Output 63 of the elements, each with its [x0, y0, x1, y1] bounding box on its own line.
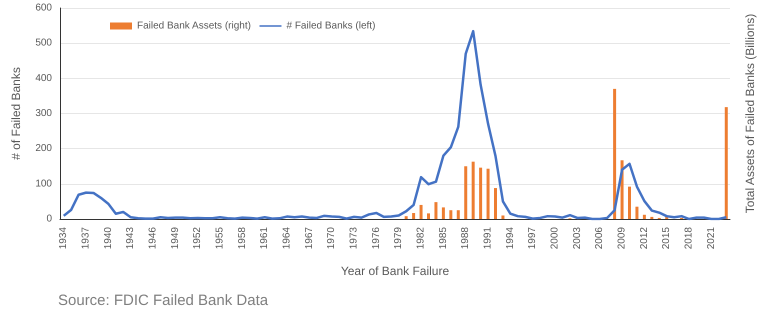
x-tick-label: 1979 — [393, 226, 404, 250]
y-tick-label: 0 — [46, 214, 52, 224]
legend-label: Failed Bank Assets (right) — [137, 20, 251, 32]
x-tick-label: 1985 — [438, 226, 449, 250]
x-tick-label: 1955 — [214, 226, 226, 250]
x-tick-label: 2012 — [638, 226, 650, 250]
x-tick-label: 1934 — [58, 226, 70, 250]
legend-label: # Failed Banks (left) — [286, 20, 376, 32]
bar — [412, 213, 416, 219]
bar — [427, 213, 430, 219]
line-series — [62, 30, 728, 220]
bar — [635, 206, 638, 219]
bar — [628, 186, 631, 219]
bar — [472, 162, 475, 219]
x-tick-label: 1976 — [370, 226, 382, 250]
bar — [456, 210, 460, 219]
x-tick-label: 2000 — [550, 226, 561, 250]
bar — [404, 216, 408, 219]
x-tick-label: 2006 — [594, 226, 606, 250]
bar — [442, 207, 445, 219]
x-tick-label: 1958 — [236, 226, 248, 250]
x-tick-label: 1937 — [80, 226, 92, 250]
x-tick-label: 2003 — [572, 226, 583, 250]
y-tick-label: 400 — [35, 72, 52, 84]
y-tick-label: 300 — [35, 108, 52, 119]
x-tick-label: 1943 — [125, 226, 136, 250]
x-tick-label: 1940 — [102, 226, 114, 250]
x-tick-label: 1994 — [504, 226, 516, 250]
x-tick-label: 1961 — [259, 226, 270, 250]
bar — [464, 166, 468, 219]
bar — [501, 215, 504, 219]
bar — [494, 188, 497, 219]
x-tick-label: 1946 — [148, 226, 159, 250]
x-tick-label: 1964 — [282, 226, 293, 250]
x-tick-label: 2009 — [616, 226, 628, 250]
x-tick-label: 1988 — [460, 226, 472, 250]
bar — [613, 88, 616, 219]
y-axis-title: # of Failed Banks — [9, 67, 23, 160]
bar — [434, 202, 438, 219]
bar — [449, 210, 452, 219]
x-tick-label: 1973 — [348, 226, 360, 250]
bar — [642, 214, 646, 219]
x-tick-label: 2015 — [661, 226, 672, 250]
x-tick-label: 1952 — [192, 226, 204, 250]
bar — [420, 204, 423, 219]
x-tick-label: 1997 — [527, 226, 538, 250]
y-tick-label: 600 — [35, 2, 52, 14]
x-tick-label: 1949 — [170, 226, 181, 250]
y2-axis-title: Total Assets of Failed Banks (Billions) — [743, 14, 757, 214]
source-note: Source: FDIC Failed Bank Data — [58, 292, 268, 309]
x-tick-label: 1991 — [482, 226, 494, 250]
y-tick-label: 100 — [35, 178, 52, 190]
bar — [486, 168, 490, 219]
x-tick-label: 1970 — [326, 226, 338, 250]
x-tick-label: 2021 — [706, 226, 717, 250]
y-tick-label: 500 — [35, 38, 52, 49]
x-tick-label: 2018 — [684, 226, 695, 250]
bar — [724, 107, 728, 219]
bar — [479, 168, 482, 219]
x-axis-title: Year of Bank Failure — [340, 264, 450, 278]
x-tick-label: 1982 — [416, 226, 427, 250]
x-tick-label: 1967 — [304, 226, 315, 250]
y-tick-label: 200 — [35, 143, 52, 154]
